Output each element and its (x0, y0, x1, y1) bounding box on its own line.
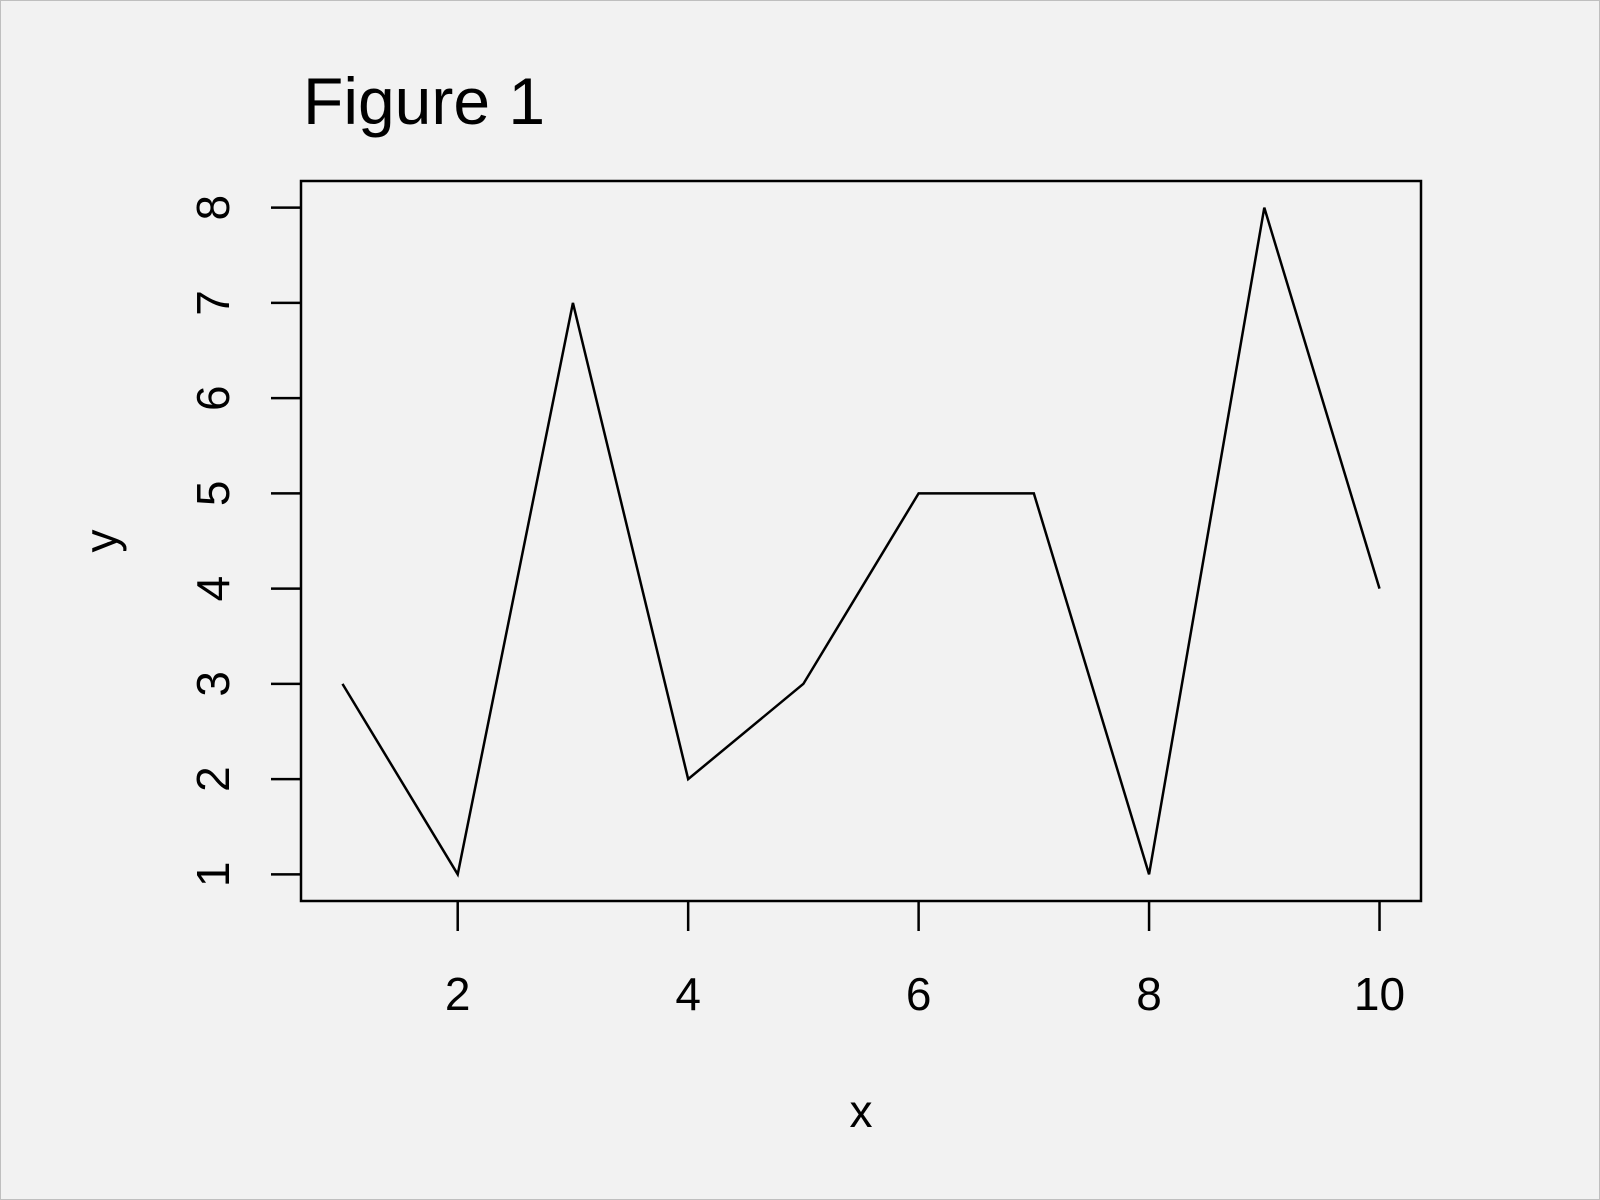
y-tick-label: 1 (187, 862, 239, 888)
x-axis-label: x (850, 1085, 873, 1137)
x-tick-label: 10 (1354, 968, 1405, 1020)
plot-frame (299, 179, 1423, 903)
y-tick-label: 7 (187, 290, 239, 316)
y-tick-label: 3 (187, 671, 239, 697)
y-tick-label: 2 (187, 766, 239, 792)
y-tick-label: 4 (187, 576, 239, 602)
series-line (341, 207, 1381, 878)
x-tick-label: 2 (445, 968, 471, 1020)
chart-title: Figure 1 (303, 64, 545, 138)
y-axis: 1 2 3 4 5 6 7 8 (187, 195, 301, 887)
x-tick-label: 6 (906, 968, 932, 1020)
y-axis-label: y (75, 530, 127, 553)
x-tick-label: 8 (1136, 968, 1162, 1020)
y-tick-label: 8 (187, 195, 239, 221)
y-tick-label: 6 (187, 385, 239, 411)
series-layer (341, 207, 1381, 878)
x-tick-label: 4 (675, 968, 701, 1020)
x-axis: 2 4 6 8 10 (445, 901, 1405, 1020)
y-tick-label: 5 (187, 481, 239, 507)
